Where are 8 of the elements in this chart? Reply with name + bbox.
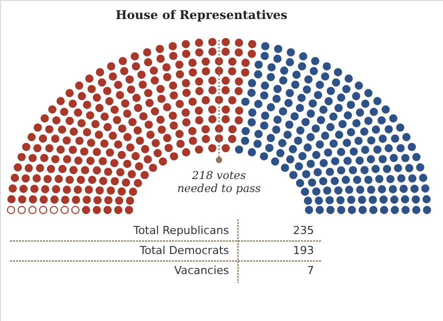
category-label: Total Democrats (138, 244, 230, 257)
category-label: Total Republicans (132, 224, 230, 237)
data-label: 193 (293, 244, 314, 257)
data-label: 235 (293, 224, 314, 237)
category-label: Vacancies (174, 264, 230, 277)
text: 218 votes needed to pass (177, 169, 262, 195)
text: House of Representatives (116, 8, 288, 22)
data-label: 7 (307, 264, 314, 277)
